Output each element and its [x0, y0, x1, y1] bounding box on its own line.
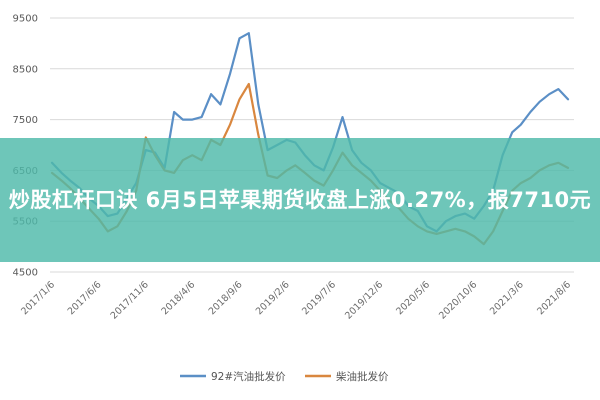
legend: 92#汽油批发价 柴油批发价: [180, 370, 389, 383]
headline-title: 炒股杠杆口诀 6月5日苹果期货收盘上涨0.27%，报7710元: [8, 188, 592, 212]
headline-banner: 炒股杠杆口诀 6月5日苹果期货收盘上涨0.27%，报7710元: [0, 138, 600, 262]
x-tick-label: 2017/1/6: [19, 279, 57, 317]
x-tick-label: 2019/7/6: [300, 279, 338, 317]
x-tick-label: 2018/9/6: [207, 279, 245, 317]
x-tick-label: 2017/11/6: [109, 279, 151, 321]
x-tick-label: 2021/8/6: [535, 279, 573, 317]
legend-label: 柴油批发价: [336, 370, 389, 383]
x-tick-label: 2020/5/6: [394, 279, 432, 317]
y-tick-label: 4500: [13, 268, 38, 279]
y-tick-label: 8500: [13, 64, 38, 75]
x-tick-label: 2017/6/6: [66, 279, 104, 317]
x-axis-ticks: 2017/1/6 2017/6/6 2017/11/6 2018/4/6 2018/9/…: [19, 279, 573, 321]
x-tick-label: 2019/2/6: [254, 279, 292, 317]
y-tick-label: 9500: [13, 14, 38, 25]
x-tick-label: 2020/10/6: [437, 279, 479, 321]
y-tick-label: 7500: [13, 115, 38, 126]
x-tick-label: 2018/4/6: [160, 279, 198, 317]
x-tick-label: 2021/3/6: [488, 279, 526, 317]
x-tick-label: 2019/12/6: [343, 279, 385, 321]
legend-label: 92#汽油批发价: [211, 370, 286, 383]
